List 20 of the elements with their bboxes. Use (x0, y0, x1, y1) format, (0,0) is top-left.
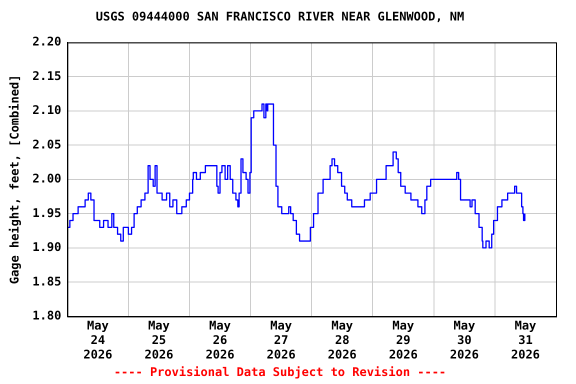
y-axis-title: Gage height, feet, [Combined] (7, 74, 22, 284)
x-tick-label: May 25 2026 (144, 318, 174, 362)
x-tick-label: May 31 2026 (511, 318, 540, 362)
text: ---- Provisional Data Subject to Revision ---- (114, 364, 446, 379)
x-tick-label: May 29 2026 (388, 318, 418, 362)
y-tick-label: 2.10 (32, 103, 62, 118)
y-tick-label: 1.90 (32, 240, 62, 254)
chart-title: USGS 09444000 SAN FRANCISCO RIVER NEAR GLENWOOD, NM (96, 9, 464, 24)
y-tick-label: 1.80 (32, 308, 62, 323)
y-tick-label: 2.00 (32, 172, 62, 186)
x-tick-label: May 26 2026 (206, 318, 234, 362)
y-tick-label: 2.15 (32, 68, 62, 83)
x-tick-label: May 27 2026 (266, 318, 296, 362)
x-tick-label: May 24 2026 (83, 318, 112, 362)
x-tick-label: May 30 2026 (450, 318, 479, 362)
x-tick-label: May 28 2026 (328, 318, 357, 362)
y-tick-label: 1.95 (32, 206, 62, 220)
y-tick-label: 2.20 (32, 34, 62, 49)
y-tick-label: 1.85 (32, 274, 62, 288)
y-tick-label: 2.05 (32, 137, 62, 152)
